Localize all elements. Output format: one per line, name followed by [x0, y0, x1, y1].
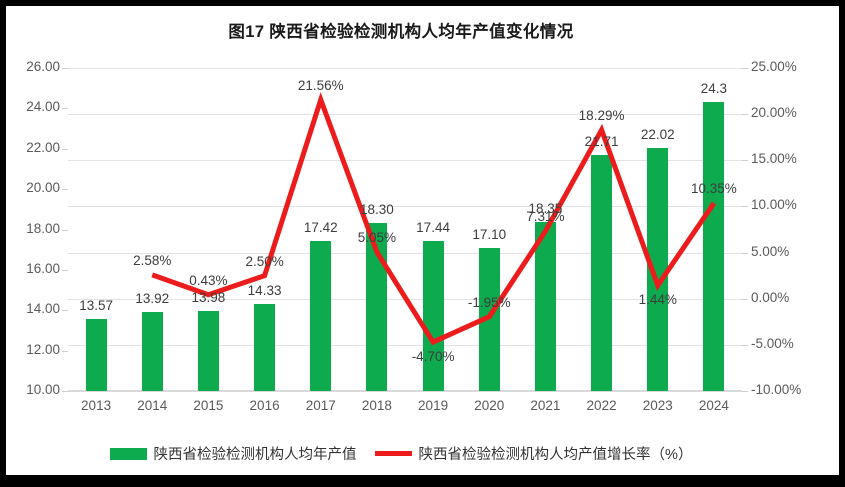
bar-value-label: 13.92: [135, 290, 170, 306]
x-axis-tick: 2015: [193, 398, 224, 413]
growth-rate-label: 18.29%: [578, 107, 625, 123]
legend: 陕西省检验检测机构人均年产值 陕西省检验检测机构人均产值增长率（%）: [6, 443, 796, 464]
bar: [85, 318, 107, 391]
bar-value-label: 18.35: [528, 201, 563, 217]
y-axis-left-tick-mark: [62, 68, 68, 69]
bar: [647, 148, 669, 391]
y-axis-left-tick: 12.00: [26, 341, 60, 357]
bar-value-label: 17.44: [416, 219, 450, 235]
growth-rate-label: 7.31%: [526, 209, 565, 225]
legend-item-label: 陕西省检验检测机构人均产值增长率（%）: [418, 447, 693, 463]
growth-rate-label: 10.35%: [691, 181, 737, 197]
bar: [197, 310, 219, 391]
gridline: [68, 160, 742, 162]
plot-area: 13.57 13.92 13.98 14.33 17.42 18.30 17.44 17.10…: [68, 68, 742, 392]
gridline: [68, 68, 742, 69]
bar-value-label: 22.02: [640, 127, 675, 143]
y-axis-right-tick: 20.00%: [751, 105, 797, 121]
bar-value-label: 17.10: [472, 226, 507, 242]
y-axis-right-tick: 5.00%: [751, 243, 790, 259]
legend-item-label: 陕西省检验检测机构人均年产值: [153, 447, 357, 463]
bar: [366, 223, 388, 391]
page-title: 图17 陕西省检验检测机构人均年产值变化情况: [228, 23, 574, 41]
legend-item[interactable]: 陕西省检验检测机构人均年产值: [109, 443, 357, 464]
x-axis-tick: 2020: [474, 398, 505, 413]
y-axis-right-tick: 10.00%: [751, 197, 797, 213]
x-axis-baseline: [68, 390, 742, 392]
x-axis-tick: 2019: [418, 398, 449, 413]
legend-line-swatch-icon: [374, 451, 412, 456]
y-axis-left-tick: 16.00: [26, 260, 60, 276]
bar: [141, 311, 163, 391]
growth-rate-label: 5.05%: [357, 230, 397, 246]
x-axis-tick: 2018: [361, 398, 392, 413]
gridline: [68, 206, 742, 208]
bar-value-label: 24.3: [700, 81, 728, 97]
y-axis-left-tick-mark: [62, 189, 68, 191]
bar-value-label: 21.71: [584, 133, 619, 149]
y-axis-right-tick: -5.00%: [751, 335, 794, 351]
x-axis-tick: 2024: [698, 398, 729, 413]
y-axis-left-tick-mark: [62, 391, 68, 392]
growth-rate-label: 2.50%: [245, 253, 284, 269]
y-axis-right-tick: 25.00%: [751, 59, 797, 74]
figure-frame: 图17 陕西省检验检测机构人均年产值变化情况 13.57 13.92 13.98 14…: [6, 6, 839, 475]
x-axis-tick: 2022: [586, 398, 617, 413]
bar: [591, 154, 613, 391]
growth-rate-label: -1.95%: [467, 294, 511, 310]
y-axis-right-tick: 15.00%: [751, 151, 797, 167]
legend-bar-swatch-icon: [109, 447, 147, 460]
y-axis-right-tick-mark: [742, 391, 748, 392]
x-axis-tick: 2013: [81, 398, 112, 413]
y-axis-left-tick: 18.00: [26, 220, 60, 236]
bar-value-label: 13.98: [191, 289, 226, 305]
y-axis-right-tick-mark: [742, 114, 748, 116]
x-axis-tick: 2021: [530, 398, 561, 413]
y-axis-left-tick-mark: [62, 148, 68, 150]
x-axis-tick: 2017: [305, 398, 336, 413]
growth-rate-label: 0.43%: [189, 272, 228, 288]
y-axis-left-tick-mark: [62, 269, 68, 271]
y-axis-left-tick-mark: [62, 310, 68, 312]
x-axis-tick: 2023: [642, 398, 673, 413]
y-axis-right-tick: -10.00%: [751, 382, 802, 397]
growth-rate-label: 2.58%: [133, 252, 172, 268]
y-axis-left-tick: 24.00: [26, 99, 60, 115]
y-axis-right-tick-mark: [742, 252, 748, 254]
bar-value-label: 13.57: [79, 297, 113, 313]
y-axis-right-tick-mark: [742, 344, 748, 346]
legend-item[interactable]: 陕西省检验检测机构人均产值增长率（%）: [374, 443, 693, 464]
y-axis-right-tick-mark: [742, 160, 748, 162]
bar-value-label: 18.30: [360, 202, 394, 218]
gridline: [68, 344, 742, 346]
gridline: [68, 252, 742, 254]
bar: [534, 222, 556, 391]
growth-rate-label: -4.70%: [411, 349, 455, 365]
bar: [422, 240, 444, 391]
y-axis-left-tick: 20.00: [26, 180, 60, 196]
y-axis-left-tick: 26.00: [26, 59, 60, 74]
growth-rate-label: 1.44%: [638, 292, 677, 308]
y-axis-left-tick-mark: [62, 229, 68, 231]
y-axis-right-tick-mark: [742, 68, 748, 69]
x-axis-tick: 2016: [249, 398, 280, 413]
y-axis-right-tick-mark: [742, 298, 748, 300]
gridline: [68, 114, 742, 116]
bar-value-label: 17.42: [303, 220, 338, 236]
y-axis-left-tick: 22.00: [26, 139, 60, 155]
y-axis-left-tick-mark: [62, 108, 68, 110]
growth-rate-label: 21.56%: [297, 77, 344, 93]
y-axis-right-tick: 0.00%: [751, 289, 790, 305]
y-axis-left-tick-mark: [62, 350, 68, 352]
y-axis-left-tick: 14.00: [26, 301, 60, 317]
x-axis-tick: 2014: [137, 398, 168, 413]
bar: [310, 241, 332, 391]
growth-rate-line: [151, 92, 716, 346]
bar: [703, 102, 725, 391]
y-axis-left-tick: 10.00: [26, 382, 60, 397]
y-axis-right-tick-mark: [742, 206, 748, 208]
bar-value-label: 14.33: [247, 282, 282, 298]
bar: [254, 303, 276, 391]
growth-rate-polyline: [151, 92, 716, 346]
